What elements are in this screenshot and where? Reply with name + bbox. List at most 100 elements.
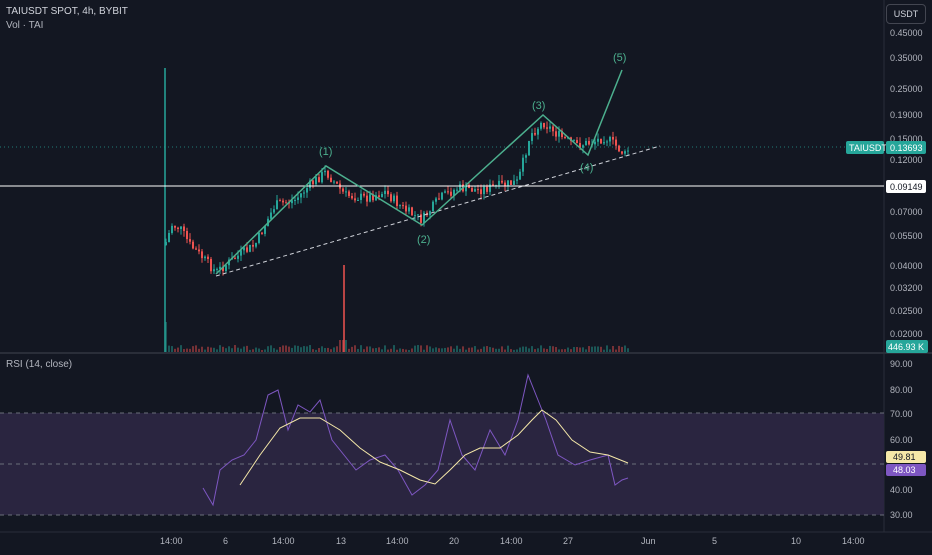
volume-bar	[438, 348, 440, 352]
rsi-axis[interactable]: 90.00 80.00 70.00 60.00 40.00 30.00	[890, 359, 913, 520]
volume-bar	[468, 347, 470, 352]
price-tick: 0.02000	[890, 329, 923, 339]
price-tick: 0.19000	[890, 110, 923, 120]
candle-body	[210, 258, 212, 272]
candle-body	[246, 247, 248, 252]
price-tick: 0.04000	[890, 261, 923, 271]
volume-bar	[255, 347, 257, 352]
volume-bar	[165, 322, 167, 352]
volume-bar	[417, 345, 419, 352]
volume-bar	[603, 349, 605, 352]
candle-body	[324, 170, 326, 173]
volume-bar	[471, 347, 473, 352]
volume-bar	[627, 348, 629, 352]
volume-bar	[330, 349, 332, 352]
volume-bar	[420, 345, 422, 352]
candle-body	[270, 212, 272, 219]
time-axis[interactable]: 14:00 6 14:00 13 14:00 20 14:00 27 Jun 5…	[160, 536, 865, 546]
volume-bar	[186, 348, 188, 352]
pane-separator[interactable]	[0, 352, 932, 354]
time-tick: 10	[791, 536, 801, 546]
volume-bar	[402, 348, 404, 352]
candle-body	[549, 126, 551, 129]
volume-bar	[405, 349, 407, 352]
volume-bar	[576, 346, 578, 352]
candle-body	[357, 199, 359, 201]
volume-bar	[213, 347, 215, 352]
elliott-wave-path[interactable]	[215, 69, 623, 275]
volume-bar	[234, 345, 236, 352]
candle-body	[618, 145, 620, 152]
candle-body	[600, 138, 602, 144]
candle-body	[411, 207, 413, 216]
volume-bar	[447, 347, 449, 352]
price-axis[interactable]: 0.45000 0.35000 0.25000 0.19000 0.15000 …	[890, 28, 923, 339]
volume-bar	[369, 346, 371, 352]
volume-bar	[414, 345, 416, 352]
volume-bar	[327, 347, 329, 352]
volume-bar	[198, 348, 200, 352]
volume-bar	[423, 349, 425, 352]
volume-bar	[318, 348, 320, 352]
candle-body	[555, 131, 557, 137]
candle-body	[345, 191, 347, 193]
candle-body	[501, 180, 503, 183]
volume-bar	[537, 348, 539, 352]
volume-bar	[204, 349, 206, 352]
volume-bar	[279, 346, 281, 352]
currency-button[interactable]: USDT	[886, 4, 926, 24]
candle-body	[189, 239, 191, 242]
candle-body	[183, 226, 185, 232]
candle-body	[474, 189, 476, 192]
level-badge: 0.09149	[886, 180, 926, 193]
time-tick: Jun	[641, 536, 656, 546]
volume-bar	[333, 347, 335, 352]
volume-bar	[621, 346, 623, 352]
volume-bar	[207, 346, 209, 352]
volume-bar	[282, 345, 284, 352]
volume-badge-text: 446.93 K	[888, 342, 924, 352]
volume-bar	[441, 348, 443, 352]
level-badge-text: 0.09149	[890, 182, 923, 192]
volume-bar	[267, 346, 269, 352]
candle-body	[168, 233, 170, 243]
candle-body	[405, 205, 407, 212]
candle-body	[219, 266, 221, 269]
candle-body	[528, 140, 530, 156]
candle-body	[519, 171, 521, 180]
candle-body	[423, 212, 425, 223]
candle-body	[165, 242, 167, 245]
candle-body	[216, 268, 218, 270]
volume-bar	[243, 346, 245, 352]
volume-bar	[465, 349, 467, 352]
rsi-line	[202, 373, 629, 507]
candle-body	[315, 177, 317, 185]
candle-body	[594, 141, 596, 145]
volume-bar	[351, 346, 353, 352]
candle-body	[252, 244, 254, 247]
volume-bar	[396, 349, 398, 352]
price-tick: 0.07000	[890, 207, 923, 217]
volume-bar	[585, 349, 587, 352]
volume-bar	[486, 346, 488, 352]
candle-body	[285, 202, 287, 204]
candle-body	[297, 197, 299, 200]
volume-bar	[522, 346, 524, 352]
candle-body	[576, 140, 578, 144]
volume-bar	[615, 349, 617, 352]
volume-bar	[453, 348, 455, 352]
volume-bar	[324, 348, 326, 352]
candle-body	[408, 207, 410, 212]
volume-bar	[303, 346, 305, 352]
candle-body	[291, 200, 293, 204]
rsi-tick: 80.00	[890, 385, 913, 395]
volume-bar	[192, 346, 194, 352]
candle-body	[387, 190, 389, 195]
candle-body	[369, 194, 371, 202]
candle-body	[510, 180, 512, 185]
candle-body	[258, 232, 260, 243]
candle-body	[204, 256, 206, 259]
volume-bar	[573, 347, 575, 352]
